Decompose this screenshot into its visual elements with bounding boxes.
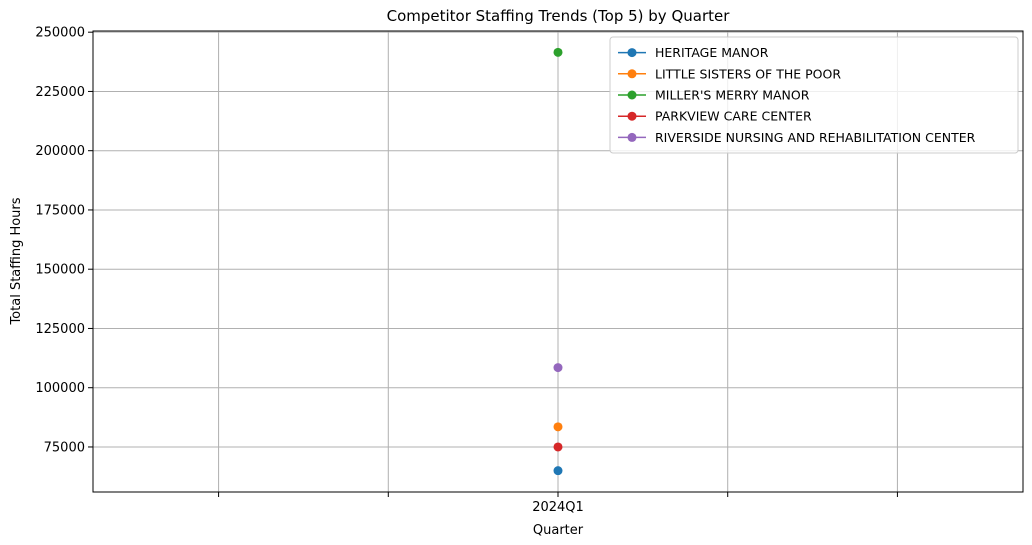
data-point [553, 47, 563, 57]
y-axis-label: Total Staffing Hours [9, 197, 24, 325]
legend-label: RIVERSIDE NURSING AND REHABILITATION CEN… [655, 130, 976, 145]
x-tick-label: 2024Q1 [532, 500, 584, 515]
legend-label: LITTLE SISTERS OF THE POOR [655, 66, 841, 81]
y-tick-label: 200000 [35, 144, 85, 159]
legend-label: HERITAGE MANOR [655, 45, 769, 60]
legend-box [609, 36, 1019, 154]
legend-marker [627, 111, 637, 121]
plot-frame [92, 30, 1024, 493]
y-tick-label: 100000 [35, 381, 85, 396]
data-point [553, 442, 563, 452]
legend-marker [627, 69, 637, 79]
data-points [553, 47, 563, 476]
data-point [553, 422, 563, 432]
legend-marker [627, 90, 637, 100]
legend: HERITAGE MANOR LITTLE SISTERS OF THE POOR… [609, 36, 1019, 154]
y-tick-label: 150000 [35, 263, 85, 278]
y-tick-label: 175000 [35, 203, 85, 218]
y-tick-label: 225000 [35, 85, 85, 100]
legend-label: PARKVIEW CARE CENTER [655, 109, 812, 124]
ticks: 75000 100000 125000 150000 175000 200000 22500… [35, 26, 898, 515]
y-tick-label: 75000 [44, 440, 85, 455]
legend-marker [627, 48, 637, 58]
legend-label: MILLER'S MERRY MANOR [655, 88, 810, 103]
data-point [553, 363, 563, 373]
y-tick-label: 125000 [35, 322, 85, 337]
data-point [553, 466, 563, 476]
legend-marker [627, 132, 637, 142]
x-axis-label: Quarter [533, 523, 584, 538]
chart-title: Competitor Staffing Trends (Top 5) by Qu… [387, 7, 731, 25]
y-tick-label: 250000 [35, 26, 85, 41]
